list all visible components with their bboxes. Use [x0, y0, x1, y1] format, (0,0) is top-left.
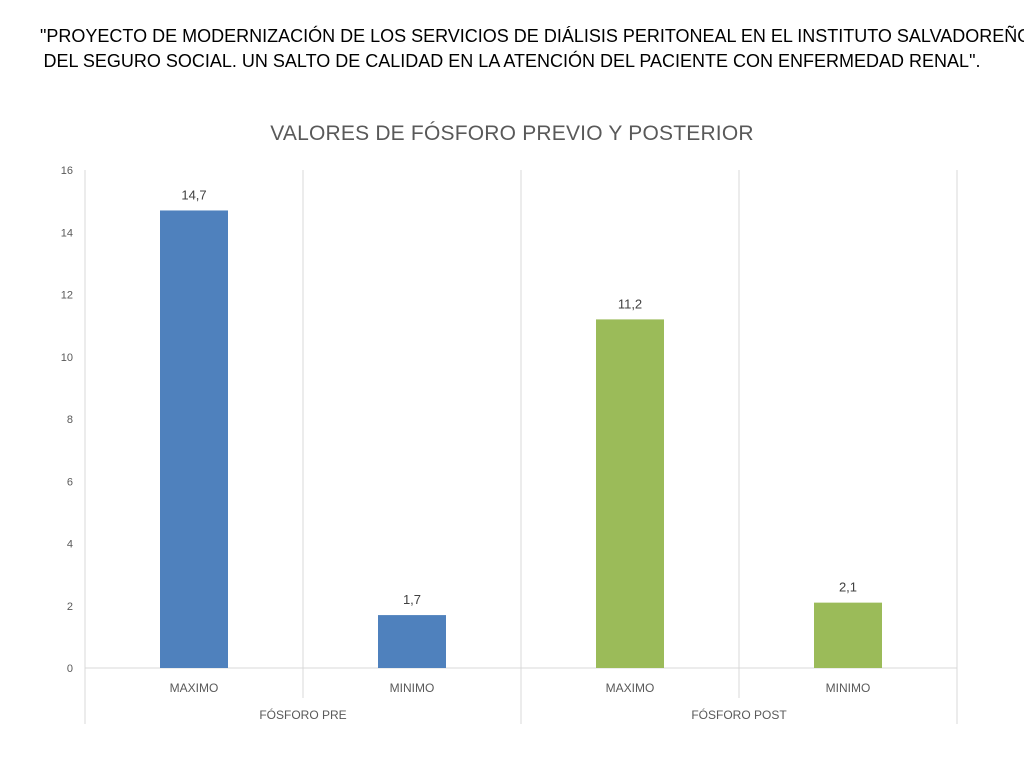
x-category-label: MAXIMO: [170, 681, 219, 695]
y-tick-label: 14: [61, 227, 73, 239]
bar: [378, 615, 446, 668]
bar-value-label: 2,1: [839, 580, 857, 595]
y-tick-label: 6: [67, 476, 73, 488]
bar-value-label: 14,7: [181, 187, 206, 202]
x-group-label: FÓSFORO POST: [691, 707, 787, 722]
y-tick-label: 4: [67, 539, 73, 551]
x-category-label: MINIMO: [826, 681, 871, 695]
y-tick-label: 2: [67, 601, 73, 613]
slide-heading: "PROYECTO DE MODERNIZACIÓN DE LOS SERVIC…: [40, 24, 1024, 74]
x-category-label: MAXIMO: [606, 681, 655, 695]
x-group-label: FÓSFORO PRE: [259, 707, 346, 722]
y-tick-label: 16: [61, 165, 73, 177]
bar: [596, 319, 664, 668]
chart-title: VALORES DE FÓSFORO PREVIO Y POSTERIOR: [270, 122, 754, 145]
y-tick-label: 10: [61, 352, 73, 364]
x-category-label: MINIMO: [390, 681, 435, 695]
y-tick-label: 12: [61, 290, 73, 302]
slide-heading-line-1: "PROYECTO DE MODERNIZACIÓN DE LOS SERVIC…: [40, 26, 1024, 46]
bar: [160, 210, 228, 668]
y-tick-label: 0: [67, 663, 73, 675]
bar: [814, 602, 882, 668]
y-tick-label: 8: [67, 414, 73, 426]
bar-value-label: 11,2: [618, 296, 642, 311]
slide-heading-line-2: DEL SEGURO SOCIAL. UN SALTO DE CALIDAD E…: [43, 51, 981, 71]
bar-value-label: 1,7: [403, 592, 421, 607]
